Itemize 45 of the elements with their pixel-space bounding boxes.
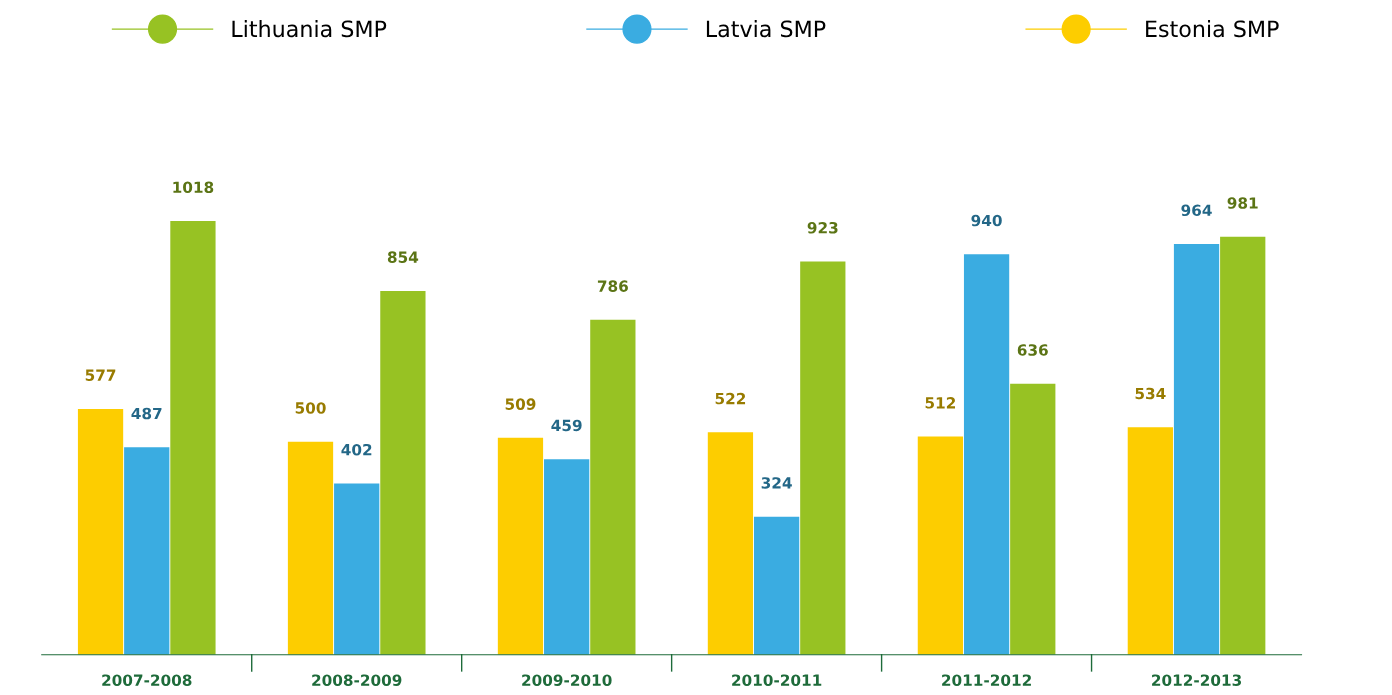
legend-label: Lithuania SMP	[232, 20, 387, 38]
bar	[590, 319, 636, 655]
data-label: 964	[1181, 204, 1212, 217]
data-label: 940	[971, 214, 1002, 227]
x-tick-label: 2011-2012	[942, 674, 1031, 686]
data-label: 500	[295, 402, 326, 414]
data-label: 534	[1135, 387, 1166, 400]
bar	[1173, 244, 1220, 655]
bar	[800, 261, 846, 655]
bar	[544, 459, 590, 655]
data-label: 487	[131, 407, 162, 420]
bar	[77, 408, 124, 655]
bar	[497, 437, 544, 655]
data-label: 324	[761, 477, 792, 489]
bar	[124, 447, 170, 655]
legend-label: Latvia SMP	[706, 20, 826, 38]
x-tick-label: 2007-2008	[102, 674, 192, 686]
data-label: 509	[505, 398, 536, 410]
bar	[753, 516, 800, 655]
bar	[334, 483, 380, 655]
x-tick-label: 2012-2013	[1152, 674, 1242, 686]
x-tick-label: 2009-2010	[522, 674, 612, 686]
bar	[963, 254, 1010, 655]
bar	[287, 441, 334, 655]
x-tick-label: 2008-2009	[312, 674, 402, 686]
bar	[917, 436, 964, 655]
data-label: 577	[85, 369, 116, 381]
data-label: 636	[1017, 344, 1048, 356]
bar	[170, 221, 216, 655]
bar	[1220, 236, 1266, 655]
data-label: 402	[341, 443, 372, 456]
data-label: 522	[715, 392, 746, 405]
data-label: 786	[597, 280, 628, 292]
bar	[707, 432, 754, 655]
data-label: 981	[1227, 197, 1258, 209]
legend-label: Estonia SMP	[1146, 20, 1279, 38]
data-label: 1018	[173, 181, 214, 194]
data-label: 459	[551, 419, 582, 432]
bar	[1010, 383, 1056, 655]
bar	[380, 290, 426, 655]
data-label: 854	[387, 251, 419, 263]
data-label: 923	[807, 221, 838, 234]
data-label: 512	[925, 397, 956, 409]
x-tick-label: 2010-2011	[732, 674, 822, 686]
bar	[1127, 427, 1173, 655]
